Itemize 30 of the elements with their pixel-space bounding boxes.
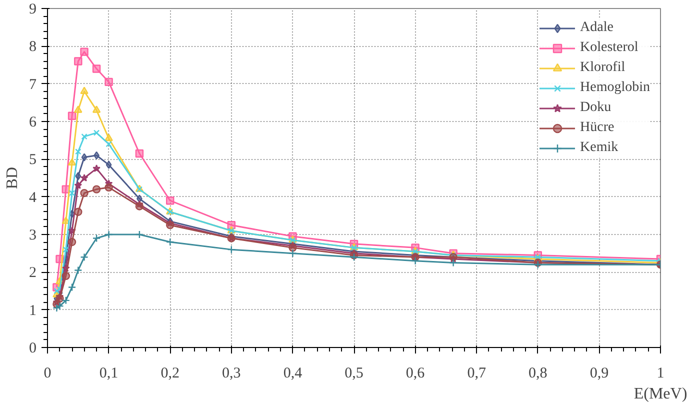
- y-tick-label: 2: [29, 265, 36, 282]
- legend-label: Doku: [580, 99, 612, 117]
- x-tick-label: 0,2: [160, 366, 180, 382]
- y-tick-label: 3: [29, 228, 36, 244]
- legend-label: Kemik: [580, 139, 618, 157]
- x-tick-label: 0: [44, 366, 52, 382]
- y-tick-label: 6: [29, 114, 37, 130]
- x-tick-label: 0,6: [406, 366, 426, 382]
- y-tick-label: 8: [29, 39, 36, 56]
- x-tick-label: 0,9: [590, 366, 609, 382]
- legend-label: Hücre: [580, 119, 614, 137]
- x-tick-label: 0,5: [344, 366, 364, 382]
- x-tick-label: 0,1: [99, 366, 118, 382]
- y-tick-label: 5: [29, 152, 36, 168]
- y-tick-label: 4: [29, 190, 37, 206]
- x-axis-title: E(MeV): [634, 386, 688, 402]
- x-tick-label: 1: [656, 366, 664, 382]
- x-tick-label: 0,8: [528, 366, 548, 382]
- x-tick-label: 0,3: [222, 366, 241, 382]
- legend-label: Kolesterol: [580, 39, 638, 57]
- y-tick-label: 0: [29, 340, 36, 356]
- y-tick-label: 1: [29, 302, 36, 319]
- y-tick-label: 9: [29, 2, 36, 18]
- legend-label: Adale: [580, 19, 614, 37]
- y-axis-title: BD: [4, 166, 21, 190]
- legend-label: Klorofil: [580, 59, 626, 77]
- y-tick-label: 7: [29, 76, 37, 93]
- x-tick-label: 0,4: [283, 366, 303, 382]
- legend-label: Hemoglobin: [580, 79, 650, 97]
- x-tick-label: 0,7: [467, 366, 486, 382]
